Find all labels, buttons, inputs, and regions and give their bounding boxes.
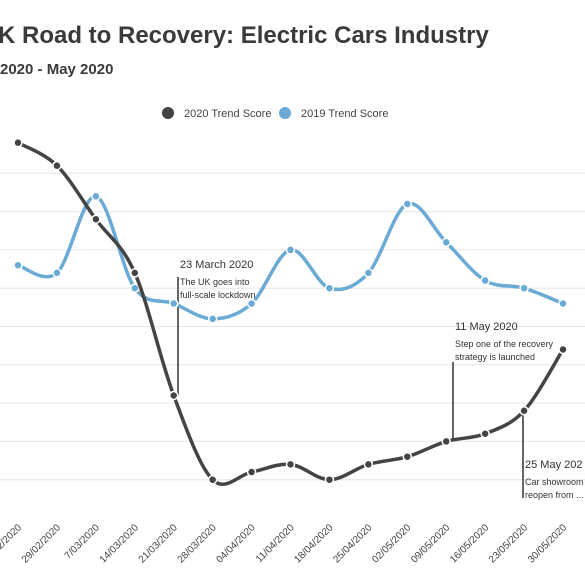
data-point [324,283,335,293]
annotation-title: 23 March 2020 [180,259,253,271]
data-point [402,451,413,462]
data-point [402,199,413,209]
x-tick-label: 23/05/2020 [487,522,530,565]
x-tick-label: 16/05/2020 [448,522,491,565]
annotation-text: strategy is launched [455,352,535,362]
data-point [558,298,568,309]
data-point [363,268,374,278]
x-tick-label: 11/04/2020 [254,522,297,565]
data-point [52,268,62,278]
data-point [480,428,490,439]
x-tick-label: 21/03/2020 [137,522,180,565]
data-point [130,268,140,278]
data-point [480,275,490,286]
annotation-title: 25 May 202 [525,459,582,471]
x-tick-label: 28/03/2020 [176,522,219,565]
data-point [285,459,296,470]
data-point [13,137,23,148]
chart-title: K Road to Recovery: Electric Cars Indust… [0,22,489,49]
data-point [168,390,179,401]
data-point [246,298,257,309]
data-point [91,191,101,202]
legend-label: 2020 Trend Score [184,108,271,120]
x-tick-label: 2/2020 [0,522,24,552]
annotation-text: The UK goes into [180,277,250,287]
x-tick-label: 09/05/2020 [409,522,452,565]
legend-marker [162,107,174,119]
series-line [17,194,564,321]
data-point [130,283,140,293]
x-tick-label: 25/04/2020 [331,522,374,565]
x-tick-label: 29/02/2020 [20,522,63,565]
data-point [324,474,335,485]
data-point [519,283,529,293]
annotation-title: 11 May 2020 [455,321,518,333]
x-tick-label: 18/04/2020 [292,522,335,565]
data-point [168,298,179,309]
x-tick-label: 04/04/2020 [215,522,258,565]
annotation-text: Car showroom [525,477,584,487]
data-point [91,214,101,225]
data-point [207,474,218,485]
data-point [246,467,257,477]
series-line [17,141,565,486]
data-point [52,160,62,171]
data-point [285,245,296,255]
data-point [13,260,23,270]
x-tick-label: 7/03/2020 [63,522,103,562]
x-tick-label: 30/05/2020 [526,522,569,565]
x-tick-label: 14/03/2020 [98,522,141,565]
annotation-text: full-scale lockdown [180,290,256,300]
annotation-text: Step one of the recovery [455,339,554,349]
legend-label: 2019 Trend Score [301,108,388,120]
legend-marker [279,107,291,119]
data-point [519,406,529,416]
data-point [441,237,451,247]
data-point [207,314,218,324]
data-point [363,459,374,470]
annotation-text: reopen from ... [525,490,584,500]
chart-subtitle: 2020 - May 2020 [0,61,113,78]
x-tick-label: 02/05/2020 [370,522,413,565]
data-point [441,436,451,447]
data-point [558,344,568,355]
